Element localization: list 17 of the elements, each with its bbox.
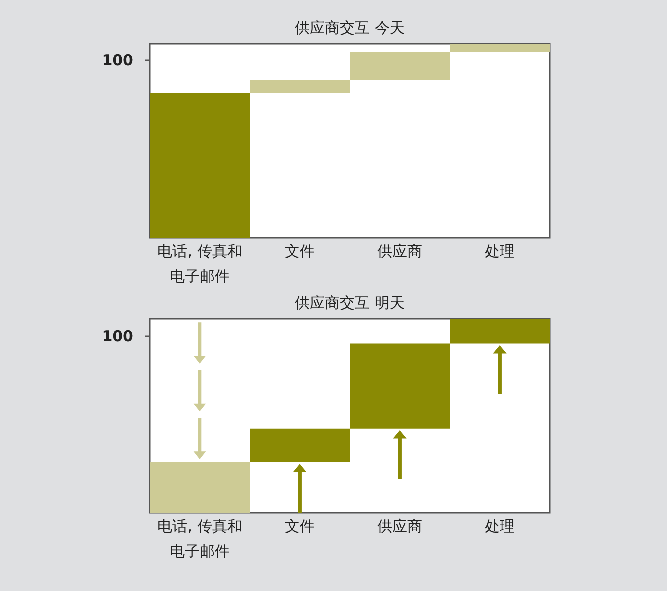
x-tick-label: 文件 [285,518,315,536]
bar [250,80,350,93]
bar [450,44,550,52]
x-tick-label: 处理 [485,518,515,536]
bar [350,52,450,80]
chart-title: 供应商交互 今天 [295,19,405,37]
bar [150,462,250,513]
x-tick-label: 电话, 传真和电子邮件 [158,242,242,286]
x-tick-label: 供应商 [378,242,422,260]
x-tick-label: 处理 [485,242,515,260]
y-tick-label: 100 [102,52,134,70]
chart-title: 供应商交互 明天 [295,294,405,312]
x-tick-label: 供应商 [378,518,422,536]
x-tick-label: 文件 [285,242,315,260]
x-tick-label: 电话, 传真和电子邮件 [158,518,242,560]
bar [150,92,250,238]
y-tick-label: 100 [102,327,134,346]
